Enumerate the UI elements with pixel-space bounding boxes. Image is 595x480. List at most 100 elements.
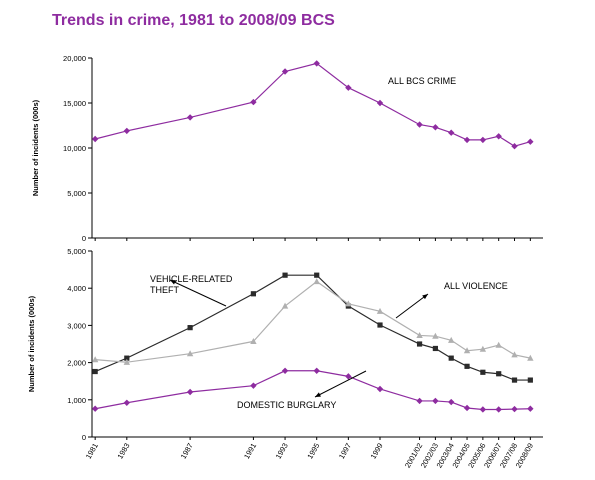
data-point [91,405,99,412]
data-point [250,382,257,389]
y-tick-label: 10,000 [63,144,86,153]
series-line [95,62,531,147]
series-domestic-burglary [91,367,534,413]
data-point [496,371,502,377]
x-tick-label: 1987 [179,442,195,461]
data-point [377,322,383,328]
data-point [480,369,486,375]
data-point [495,406,502,413]
data-point [250,291,257,297]
x-tick-label: 1995 [305,442,321,461]
data-point [511,405,518,413]
annotation-arrow-head [422,294,428,300]
x-tick-label: 1993 [274,442,290,461]
data-point [282,272,288,278]
data-point [91,356,99,363]
data-point [463,404,471,412]
data-point [479,345,487,352]
data-point [511,143,518,150]
data-point [479,406,487,413]
data-point [186,114,194,121]
y-axis-title: Number of incidents (000s) [31,99,40,196]
data-point [250,98,257,106]
data-point [281,302,289,309]
series-label-domestic-burglary: DOMESTIC BURGLARY [237,400,336,410]
data-point [511,377,518,383]
annotation-arrow-head [315,392,321,397]
y-axis-title: Number of incidents (000s) [27,295,36,392]
bottom-panel-crime-types: 0 1,000 2,000 3,000 4,000 5,000 Number of inci… [27,247,543,469]
data-point [123,399,131,406]
data-point [313,367,320,374]
y-tick-label: 3,000 [67,321,86,330]
series-vehicle-related-theft [92,272,533,383]
top-panel-all-bcs-crime: 0 5,000 10,000 15,000 20,000 Number of incide… [31,54,543,243]
series-label-vehicle-related-theft: VEHICLE-RELATED [150,274,233,284]
series-line [95,370,531,411]
data-point [376,307,384,314]
data-point [281,68,289,75]
data-point [463,136,471,144]
data-point [448,336,455,343]
data-point [527,354,534,361]
data-point [479,136,487,144]
data-point [527,138,534,145]
data-point [432,124,439,131]
x-tick-label: 1983 [115,442,131,461]
x-tick-label: 1999 [369,442,385,461]
data-point [495,341,502,348]
data-point [186,350,194,357]
data-point [250,337,257,344]
data-point [463,347,471,354]
x-tick-label: 1991 [242,442,258,461]
series-line [94,274,531,381]
data-point [187,325,193,331]
y-tick-label: 5,000 [67,189,86,198]
data-point [376,385,384,393]
page-title: Trends in crime, 1981 to 2008/09 BCS [52,12,335,29]
data-point [527,405,534,412]
series-label-all-violence: ALL VIOLENCE [444,281,508,291]
x-tick-label: 1981 [84,442,100,461]
data-point [124,355,130,361]
data-point [345,84,352,91]
series-label-all-bcs-crime: ALL BCS CRIME [388,76,456,86]
data-point [313,60,320,67]
data-point [448,129,455,136]
data-point [416,397,423,405]
y-tick-label: 15,000 [63,99,86,108]
annotation-arrow-line [314,370,367,398]
y-tick-label: 2,000 [67,359,86,368]
data-point [448,355,454,361]
annotation-arrow-line [395,293,429,319]
series-all-violence [91,278,534,365]
data-point [464,363,470,369]
data-point [345,300,352,307]
data-point [314,272,320,278]
data-point [416,332,423,339]
annotation-arrow-head [170,280,176,285]
x-tick-label: 1997 [337,442,353,461]
data-point [416,341,423,347]
data-point [432,332,439,339]
data-point [281,367,289,374]
data-point [91,135,99,143]
data-point [511,351,518,358]
series-all-bcs-crime [91,60,534,150]
y-tick-label: 4,000 [67,284,86,293]
data-point [92,368,98,375]
y-tick-label: 1,000 [67,396,86,405]
data-point [416,121,423,128]
data-point [432,397,439,405]
data-point [123,127,131,135]
series-label-vehicle-related-theft: THEFT [150,285,179,295]
series-line [95,280,531,363]
data-point [345,373,352,380]
y-tick-label: 0 [82,234,86,243]
data-point [186,388,194,396]
data-point [376,99,384,107]
data-point [527,377,533,383]
data-point [448,398,455,406]
data-point [495,133,502,140]
